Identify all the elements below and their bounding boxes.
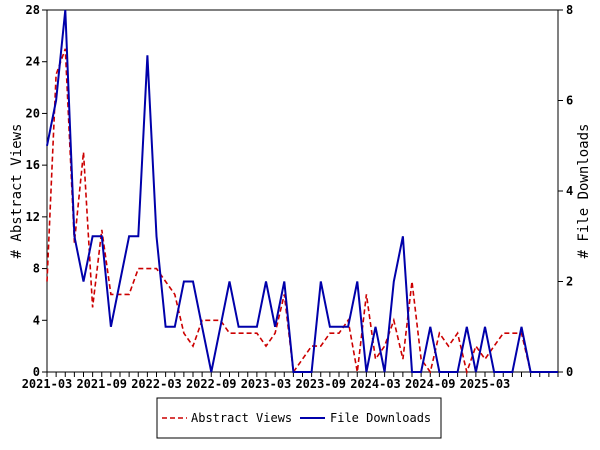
x-tick-label: 2023-03 [241, 377, 292, 391]
x-tick-label: 2022-03 [131, 377, 182, 391]
legend-box [156, 397, 442, 439]
left-tick-label: 24 [26, 55, 40, 69]
right-axis-ticks: 0 2 4 6 8 [558, 3, 573, 379]
x-axis-ticks: 2021-03 2021-09 2022-03 2022-09 2023-03 2023-… [22, 372, 559, 391]
right-tick-label: 4 [566, 184, 573, 198]
left-axis-ticks: 0 4 8 12 16 20 24 28 [26, 3, 47, 379]
plot-area [46, 9, 559, 373]
legend: Abstract Views File Downloads [156, 397, 442, 439]
x-tick-label: 2025-03 [460, 377, 511, 391]
left-tick-label: 4 [33, 313, 40, 327]
left-tick-label: 28 [26, 3, 40, 17]
x-tick-label: 2021-09 [76, 377, 127, 391]
x-tick-label: 2024-09 [405, 377, 456, 391]
left-tick-label: 8 [33, 262, 40, 276]
x-tick-label: 2021-03 [22, 377, 73, 391]
series-line-abstract-views [46, 48, 558, 375]
left-axis-title: # Abstract Views [9, 124, 25, 259]
legend-label-file-downloads: File Downloads [330, 411, 431, 425]
series-lines [46, 9, 558, 375]
left-tick-label: 16 [26, 158, 40, 172]
series-line-file-downloads [46, 9, 558, 373]
left-tick-label: 20 [26, 106, 40, 120]
right-tick-label: 8 [566, 3, 573, 17]
right-tick-label: 2 [566, 275, 573, 289]
x-tick-label: 2023-09 [295, 377, 346, 391]
right-tick-label: 0 [566, 365, 573, 379]
right-axis-title: # File Downloads [576, 124, 592, 259]
x-tick-label: 2022-09 [186, 377, 237, 391]
legend-label-abstract-views: Abstract Views [191, 411, 292, 425]
left-tick-label: 12 [26, 210, 40, 224]
x-tick-label: 2024-03 [350, 377, 401, 391]
right-tick-label: 6 [566, 94, 573, 108]
left-tick-label: 0 [33, 365, 40, 379]
